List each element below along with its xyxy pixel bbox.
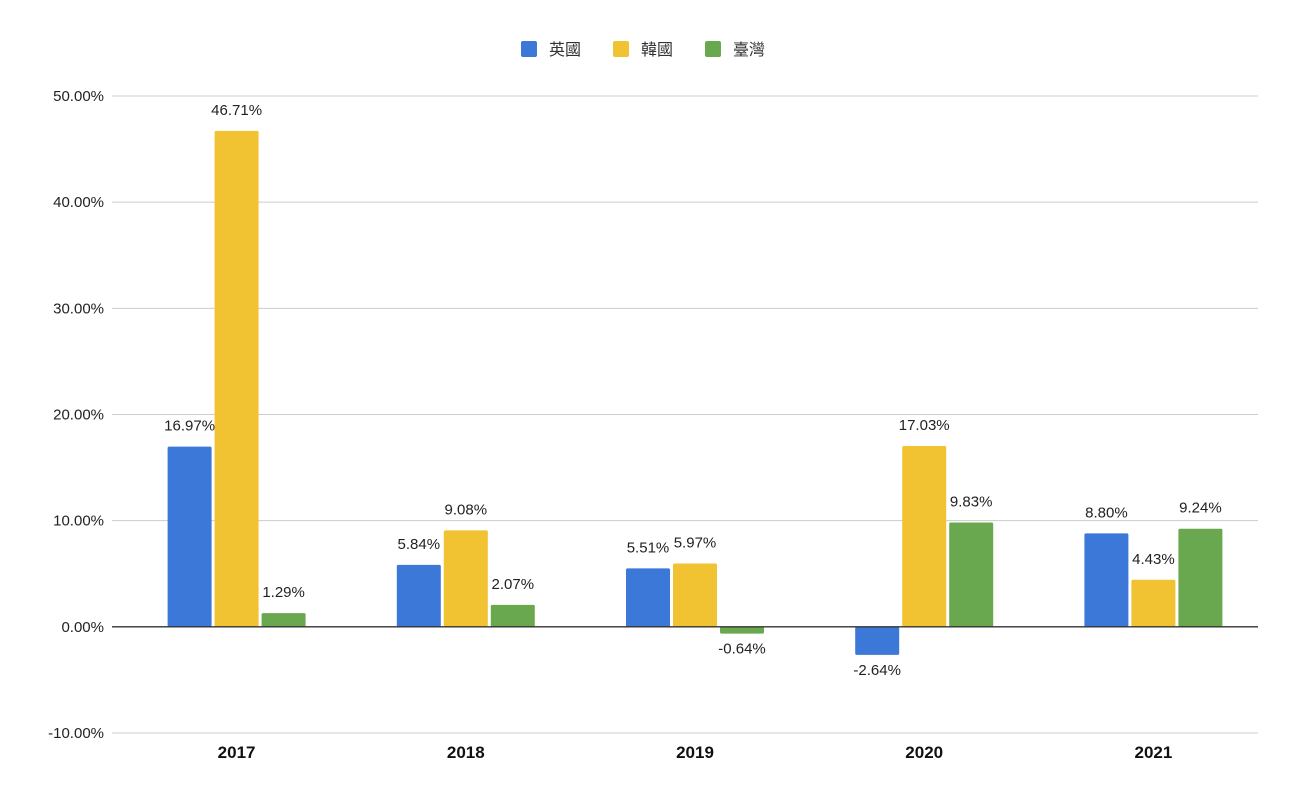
y-tick-label: 50.00%	[53, 88, 104, 105]
bar	[490, 604, 535, 627]
y-axis-tick-labels: -10.00% 0.00% 10.00% 20.00% 30.00% 40.00% 50.0…	[48, 88, 104, 742]
bar	[673, 563, 717, 627]
data-label: 9.24%	[1179, 500, 1222, 517]
bar	[443, 530, 488, 627]
bar	[214, 130, 259, 627]
bar	[261, 613, 306, 627]
y-tick-label: 0.00%	[61, 619, 104, 636]
x-category-label: 2019	[676, 743, 714, 762]
legend-swatch	[613, 41, 629, 57]
data-label: 4.43%	[1132, 551, 1175, 568]
data-label: 46.71%	[211, 102, 262, 119]
y-tick-label: 10.00%	[53, 513, 104, 530]
x-axis-category-labels: 2017 2018 2019 2020 2021	[218, 743, 1173, 762]
gridlines	[112, 95, 1258, 734]
bar	[949, 522, 994, 627]
data-label: 8.80%	[1085, 504, 1128, 521]
x-category-label: 2017	[218, 743, 256, 762]
data-label: -0.64%	[718, 641, 766, 658]
y-tick-label: 40.00%	[53, 194, 104, 211]
legend-label: 韓國	[641, 40, 673, 59]
y-tick-label: -10.00%	[48, 725, 104, 742]
bar	[1084, 533, 1129, 627]
legend-label: 臺灣	[733, 40, 765, 59]
data-label: 9.08%	[445, 501, 488, 518]
data-label: 5.84%	[398, 536, 441, 553]
bar	[720, 626, 764, 634]
legend-swatch	[705, 41, 721, 57]
bar	[396, 564, 441, 627]
x-category-label: 2021	[1134, 743, 1172, 762]
data-label: 9.83%	[950, 493, 993, 510]
data-label: 5.51%	[627, 539, 670, 556]
y-tick-label: 20.00%	[53, 407, 104, 424]
data-labels: 16.97% 46.71% 1.29% 5.84% 9.08% 2.07% 5.51% 5.9…	[164, 102, 1222, 679]
legend-label: 英國	[549, 40, 581, 59]
data-label: 16.97%	[164, 418, 215, 435]
data-label: 1.29%	[262, 584, 305, 601]
x-category-label: 2018	[447, 743, 485, 762]
data-label: 2.07%	[492, 576, 535, 593]
bar	[167, 446, 212, 627]
data-label: 5.97%	[674, 534, 717, 551]
data-label: -2.64%	[853, 662, 901, 679]
legend: 英國 韓國 臺灣	[521, 40, 765, 59]
bar	[902, 446, 947, 627]
x-category-label: 2020	[905, 743, 943, 762]
bar	[1178, 528, 1223, 627]
bar	[1131, 579, 1176, 627]
bar	[626, 568, 670, 627]
data-label: 17.03%	[899, 417, 950, 434]
y-tick-label: 30.00%	[53, 300, 104, 317]
bar	[855, 626, 900, 655]
legend-swatch	[521, 41, 537, 57]
bars	[167, 130, 1223, 655]
